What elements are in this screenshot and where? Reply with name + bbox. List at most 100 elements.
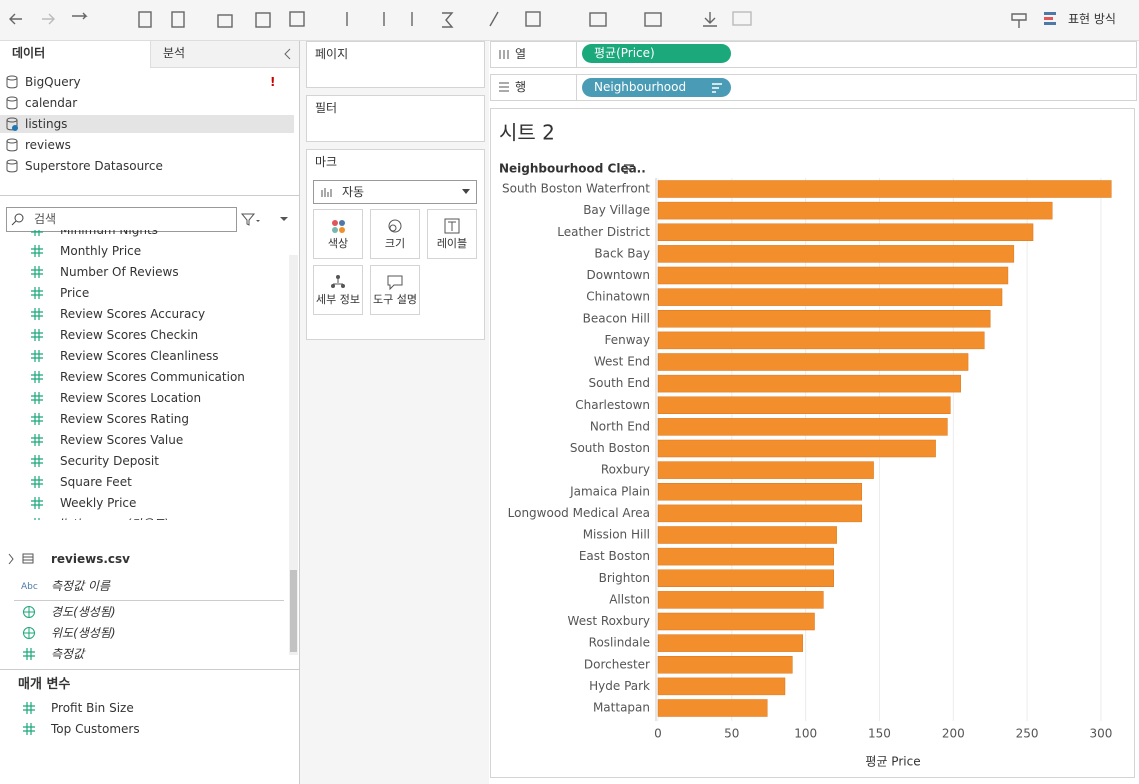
measure-icon: [31, 371, 43, 383]
x-tick-label: 50: [724, 727, 739, 741]
rows-pill[interactable]: Neighbourhood Cle..: [582, 78, 731, 97]
field[interactable]: Minimum Nights: [60, 230, 158, 237]
source-name[interactable]: listings: [25, 117, 68, 131]
source-name[interactable]: calendar: [25, 96, 78, 110]
toolbar-icons: [9, 11, 1056, 28]
bar: [657, 266, 1009, 285]
rows-icon: [499, 82, 509, 92]
bar: [657, 634, 803, 652]
bar: [657, 353, 969, 371]
mark-icon: [387, 275, 403, 291]
chart: 시트 2 Neighbourhood Clea.. 평균 Price 0 50 10…: [490, 108, 1135, 778]
y-tick-label: Fenway: [604, 333, 650, 347]
y-tick-label: Chinatown: [586, 290, 650, 304]
bar: [657, 418, 948, 436]
geo-icon: [23, 627, 35, 639]
source-name[interactable]: reviews: [25, 138, 71, 152]
x-tick-label: 250: [1016, 727, 1039, 741]
measure-icon: [31, 308, 43, 320]
mark-icon: [332, 220, 345, 233]
show-me[interactable]: 표현 방식: [1068, 12, 1116, 26]
source-name[interactable]: Superstore Datasource: [25, 159, 163, 173]
field[interactable]: Security Deposit: [60, 454, 159, 468]
field-list: Minimum Nights Monthly Price Number Of Rev…: [0, 230, 289, 520]
y-tick-label: Leather District: [557, 225, 650, 239]
mark-button[interactable]: 색상: [313, 209, 363, 259]
measure-icon: [31, 350, 43, 362]
field[interactable]: Monthly Price: [60, 244, 142, 258]
measure-values[interactable]: 측정값: [51, 647, 85, 661]
pages-card[interactable]: 페이지: [306, 41, 485, 88]
bar: [657, 699, 768, 717]
y-tick-label: South Boston: [570, 441, 650, 455]
mark-type-dropdown[interactable]: 자동: [313, 180, 477, 204]
sort-icon: [712, 83, 722, 93]
tab-bg: [150, 41, 299, 68]
search-box[interactable]: 검색: [6, 207, 237, 232]
columns-icon: [499, 50, 509, 59]
y-tick-label: Roslindale: [589, 636, 650, 650]
source-name[interactable]: BigQuery: [25, 75, 81, 89]
measure-names[interactable]: 측정값 이름: [51, 579, 111, 593]
field[interactable]: Review Scores Checkin: [60, 328, 199, 342]
mark-icon: [444, 218, 460, 234]
source-icon: [6, 159, 18, 173]
y-tick-label: Allston: [609, 592, 650, 606]
parameter[interactable]: Profit Bin Size: [51, 701, 134, 715]
source-icon: [6, 117, 18, 131]
search-tools[interactable]: [240, 211, 294, 227]
field[interactable]: Weekly Price: [60, 496, 137, 510]
divider: [0, 669, 299, 670]
field[interactable]: Review Scores Location: [60, 391, 202, 405]
search-icon: [11, 213, 24, 226]
y-tick-label: South End: [589, 376, 651, 390]
field[interactable]: Price: [60, 286, 90, 300]
mark-button[interactable]: 레이블: [427, 209, 477, 259]
field[interactable]: listings.csv(카운트): [60, 516, 169, 520]
field[interactable]: Review Scores Communication: [60, 370, 245, 384]
columns-pill[interactable]: 평균(Price): [582, 44, 731, 63]
x-tick-label: 150: [868, 727, 891, 741]
mark-button[interactable]: 크기: [370, 209, 420, 259]
field[interactable]: Review Scores Rating: [60, 412, 189, 426]
mark-button-label: 도구 설명: [373, 293, 417, 306]
scrollbar[interactable]: [289, 255, 298, 655]
field[interactable]: Review Scores Value: [60, 433, 184, 447]
generated-field[interactable]: 위도(생성됨): [51, 626, 116, 640]
table-name[interactable]: reviews.csv: [51, 552, 130, 566]
bar: [657, 288, 1003, 306]
y-tick-label: West Roxbury: [568, 614, 650, 628]
y-tick-label: East Boston: [579, 549, 650, 563]
mark-button[interactable]: 세부 정보: [313, 265, 363, 315]
y-tick-label: Hyde Park: [589, 679, 650, 693]
filters-card[interactable]: 필터: [306, 95, 485, 142]
parameters-title: 매개 변수: [18, 677, 71, 692]
tab[interactable]: 데이터: [12, 46, 46, 60]
mark-type: 자동: [342, 185, 365, 199]
y-tick-label: Mattapan: [593, 701, 650, 715]
bar: [657, 331, 985, 350]
bar: [657, 547, 834, 566]
field[interactable]: Square Feet: [60, 475, 132, 489]
bar: [657, 569, 834, 587]
bar: [657, 526, 837, 544]
parameter[interactable]: Top Customers: [51, 722, 140, 736]
y-tick-label: Longwood Medical Area: [508, 506, 650, 520]
generated-field[interactable]: 경도(생성됨): [51, 605, 116, 619]
measure-icon: [31, 245, 43, 257]
bar: [657, 180, 1112, 198]
field[interactable]: Number Of Reviews: [60, 265, 179, 279]
collapse-icon[interactable]: [283, 47, 293, 61]
dropdown-arrow: [462, 189, 470, 194]
tab[interactable]: 분석: [163, 46, 186, 60]
measure-icon: [31, 413, 43, 425]
mark-button[interactable]: 도구 설명: [370, 265, 420, 315]
bar: [657, 677, 786, 696]
field[interactable]: Review Scores Accuracy: [60, 307, 206, 321]
field[interactable]: Review Scores Cleanliness: [60, 349, 219, 363]
y-tick-label: Charlestown: [575, 398, 650, 412]
x-tick-label: 100: [794, 727, 817, 741]
card-title: 마크: [315, 155, 338, 169]
divider: [14, 600, 284, 601]
